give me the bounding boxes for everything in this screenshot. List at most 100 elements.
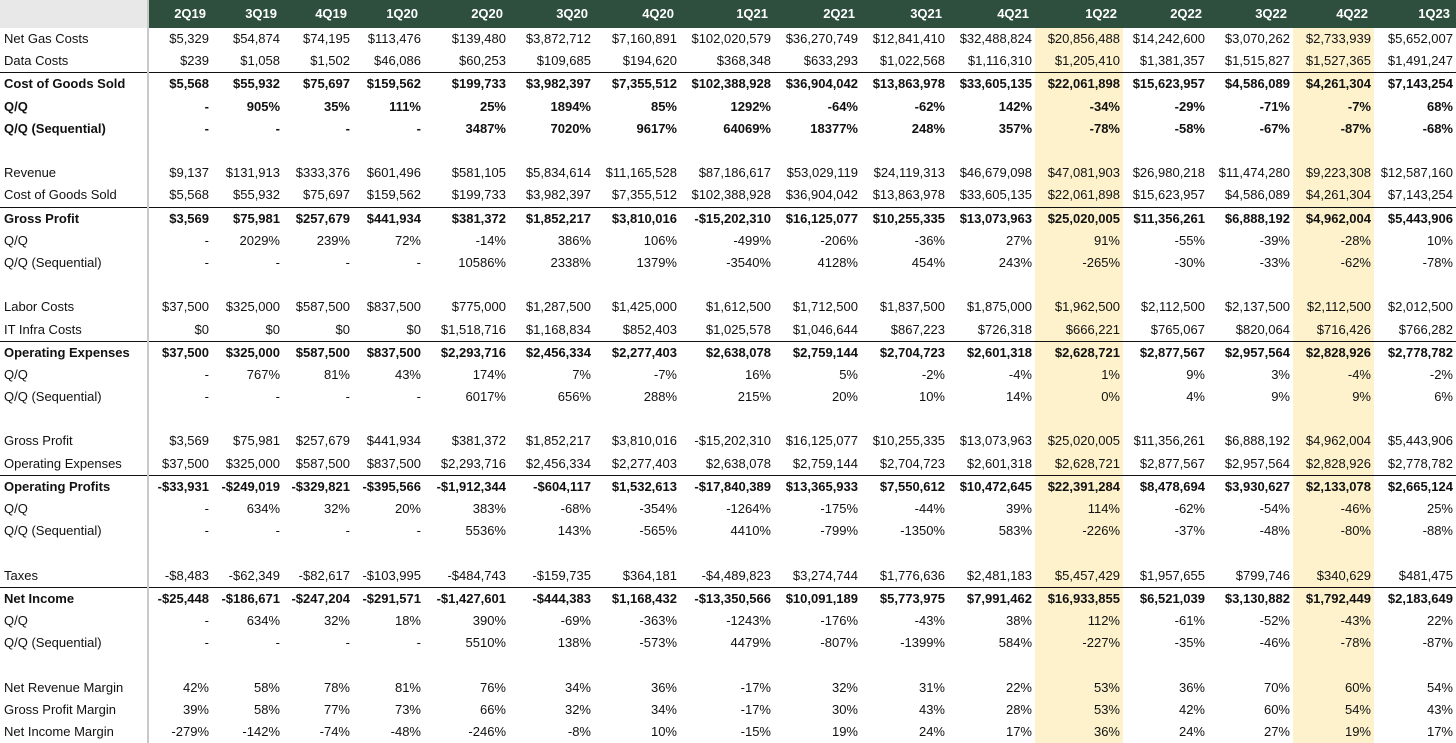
table-cell[interactable] <box>774 140 861 162</box>
table-cell[interactable]: -1350% <box>900 523 945 539</box>
table-cell[interactable]: $36,904,042 <box>785 187 858 203</box>
table-cell[interactable]: 36% <box>650 679 677 695</box>
table-cell[interactable]: 78% <box>323 679 350 695</box>
table-cell[interactable]: $2,759,144 <box>774 340 861 364</box>
table-cell[interactable]: - <box>345 635 350 651</box>
table-cell[interactable] <box>1374 274 1456 296</box>
table-cell[interactable] <box>774 274 861 296</box>
table-cell[interactable]: $3,982,397 <box>509 72 594 96</box>
table-cell[interactable]: 19% <box>831 723 858 739</box>
table-cell[interactable] <box>283 274 353 296</box>
table-cell[interactable] <box>948 408 1035 430</box>
table-cell[interactable]: $5,457,429 <box>1035 564 1123 588</box>
table-cell[interactable]: $666,221 <box>1035 318 1123 342</box>
table-cell[interactable] <box>948 140 1035 162</box>
table-cell[interactable]: $139,480 <box>451 31 506 47</box>
table-cell[interactable]: 4410% <box>730 523 771 539</box>
table-cell[interactable]: $102,388,928 <box>691 187 771 203</box>
table-cell[interactable]: 18% <box>394 612 421 628</box>
table-cell[interactable]: $6,888,192 <box>1208 206 1293 230</box>
column-header-2q21[interactable]: 2Q21 <box>774 0 861 28</box>
table-cell[interactable]: $1,502 <box>310 53 350 69</box>
table-cell[interactable]: $601,496 <box>366 165 421 181</box>
table-cell[interactable] <box>1035 274 1123 297</box>
row-label[interactable]: Q/Q (Sequential) <box>0 632 149 655</box>
table-cell[interactable]: -$103,995 <box>362 567 421 583</box>
table-cell[interactable]: 288% <box>643 389 677 405</box>
table-cell[interactable] <box>509 274 594 296</box>
table-cell[interactable]: $1,792,449 <box>1293 586 1374 610</box>
table-cell[interactable]: $1,875,000 <box>966 299 1032 315</box>
table-cell[interactable]: -37% <box>1174 523 1205 539</box>
row-label[interactable]: Q/Q (Sequential) <box>0 251 149 275</box>
table-cell[interactable]: $2,456,334 <box>509 340 594 364</box>
table-cell[interactable]: $2,877,567 <box>1123 340 1208 364</box>
table-cell[interactable]: -61% <box>1174 612 1205 628</box>
table-cell[interactable] <box>1208 654 1293 676</box>
table-cell[interactable]: $2,828,926 <box>1293 452 1374 476</box>
row-label[interactable] <box>0 408 149 431</box>
table-cell[interactable]: $102,388,928 <box>680 72 774 96</box>
table-cell[interactable]: 36% <box>1035 720 1123 743</box>
table-cell[interactable]: 142% <box>998 98 1032 114</box>
table-cell[interactable] <box>353 274 424 296</box>
table-cell[interactable]: 43% <box>918 701 945 717</box>
table-cell[interactable] <box>1374 408 1456 430</box>
table-cell[interactable]: -176% <box>820 612 858 628</box>
table-cell[interactable]: 25% <box>479 98 506 114</box>
table-cell[interactable]: 31% <box>918 679 945 695</box>
table-cell[interactable]: $15,623,957 <box>1132 187 1205 203</box>
table-cell[interactable]: $239 <box>180 53 209 69</box>
table-cell[interactable]: $2,601,318 <box>948 340 1035 364</box>
table-cell[interactable]: 39% <box>182 701 209 717</box>
table-cell[interactable]: $799,746 <box>1235 567 1290 583</box>
table-cell[interactable] <box>1208 274 1293 296</box>
table-cell[interactable] <box>1293 139 1374 163</box>
table-cell[interactable]: 53% <box>1035 676 1123 699</box>
table-cell[interactable]: $1,532,613 <box>594 474 680 498</box>
table-cell[interactable]: $3,070,262 <box>1224 31 1290 47</box>
table-cell[interactable]: -$604,117 <box>509 474 594 498</box>
table-cell[interactable]: -62% <box>914 98 945 114</box>
table-cell[interactable]: -68% <box>560 501 591 517</box>
table-cell[interactable]: -7% <box>1293 95 1374 118</box>
table-cell[interactable]: $2,183,649 <box>1374 586 1456 610</box>
table-cell[interactable]: $3,930,627 <box>1208 474 1293 498</box>
table-cell[interactable]: 36% <box>1178 679 1205 695</box>
table-cell[interactable]: $199,733 <box>424 72 509 96</box>
table-cell[interactable]: 17% <box>1426 723 1453 739</box>
table-cell[interactable]: 35% <box>323 98 350 114</box>
table-cell[interactable]: 17% <box>1005 723 1032 739</box>
table-cell[interactable]: $10,255,335 <box>872 433 945 449</box>
table-cell[interactable]: $2,828,926 <box>1293 340 1374 364</box>
table-cell[interactable]: 9% <box>1186 366 1205 382</box>
table-cell[interactable]: $13,863,978 <box>861 72 948 96</box>
table-cell[interactable]: 10% <box>918 389 945 405</box>
table-cell[interactable]: $5,834,614 <box>525 165 591 181</box>
table-cell[interactable] <box>283 408 353 430</box>
table-cell[interactable] <box>1123 408 1208 430</box>
table-cell[interactable]: - <box>204 501 209 517</box>
table-cell[interactable] <box>861 140 948 162</box>
row-label[interactable]: Q/Q (Sequential) <box>0 520 149 543</box>
table-cell[interactable]: $26,980,218 <box>1132 165 1205 181</box>
table-cell[interactable] <box>594 654 680 676</box>
table-cell[interactable]: $2,733,939 <box>1293 28 1374 51</box>
table-cell[interactable]: $36,270,749 <box>785 31 858 47</box>
table-cell[interactable]: $7,143,254 <box>1374 72 1456 96</box>
table-cell[interactable]: -87% <box>1422 635 1453 651</box>
table-cell[interactable]: 24% <box>918 723 945 739</box>
table-cell[interactable]: 28% <box>1005 701 1032 717</box>
table-cell[interactable]: $2,277,403 <box>611 455 677 471</box>
table-cell[interactable]: -$329,821 <box>283 474 353 498</box>
column-header-3q21[interactable]: 3Q21 <box>861 0 948 28</box>
table-cell[interactable]: $2,778,782 <box>1374 340 1456 364</box>
column-header-1q23[interactable]: 1Q23 <box>1374 0 1456 28</box>
table-cell[interactable]: 20% <box>831 389 858 405</box>
table-cell[interactable]: 5510% <box>465 635 506 651</box>
table-cell[interactable]: -62% <box>1293 251 1374 275</box>
table-cell[interactable] <box>1208 140 1293 162</box>
row-label[interactable]: Net Gas Costs <box>0 28 149 51</box>
table-cell[interactable]: $60,253 <box>459 53 506 69</box>
table-cell[interactable]: 16% <box>744 366 771 382</box>
